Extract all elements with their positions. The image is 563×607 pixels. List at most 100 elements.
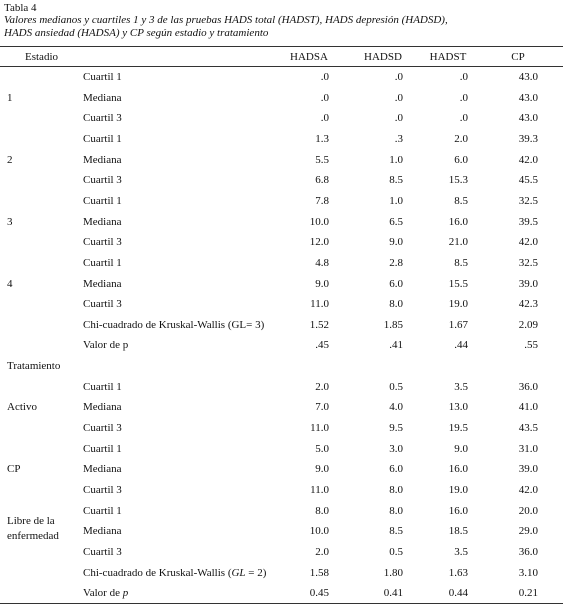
cell-value: 39.0 [518, 277, 538, 290]
cell-value: 9.5 [389, 422, 403, 435]
cell-value: 9.0 [315, 463, 329, 476]
cell-value: .0 [394, 71, 403, 83]
cell-value: 8.5 [454, 256, 468, 269]
cell-value: 43.5 [518, 422, 538, 435]
row-label: Cuartil 1 [83, 504, 122, 517]
cell-value: 11.0 [310, 298, 329, 311]
cell-value: .0 [394, 91, 403, 104]
cell-value: 6.5 [389, 215, 403, 228]
cell-value: 15.5 [448, 277, 468, 290]
row-label: Mediana [83, 91, 122, 104]
column-header: HADST [429, 51, 467, 63]
title: Tabla 4 [4, 2, 37, 14]
cell-value: 8.5 [389, 174, 403, 187]
row-label: Valor de p [83, 587, 128, 600]
cell-value: 8.0 [389, 504, 403, 517]
cell-value: 0.45 [309, 587, 329, 600]
label-part: Valor de [83, 587, 123, 600]
cell-value: 4.0 [389, 401, 403, 414]
row-label: Cuartil 3 [83, 545, 122, 558]
label-part: Chi-cuadrado de Kruskal-Wallis ( [83, 566, 232, 579]
cell-value: .55 [524, 339, 538, 352]
row-label: Chi-cuadrado de Kruskal-Wallis (GL = 2) [83, 567, 266, 580]
cell-value: 8.0 [389, 298, 403, 311]
cell-value: 8.5 [389, 525, 403, 538]
row-label: Cuartil 1 [83, 71, 122, 83]
cell-value: 36.0 [518, 380, 538, 393]
cell-value: .3 [394, 132, 403, 145]
cell-value: 8.0 [389, 484, 403, 496]
row-label: Cuartil 1 [83, 380, 122, 393]
cell-value: 2.0 [315, 380, 329, 393]
cell-value: 39.5 [518, 215, 538, 228]
label-part: p [122, 587, 129, 600]
cell-value: 43.0 [518, 91, 538, 104]
cell-value: .0 [459, 112, 468, 125]
row-label: Mediana [83, 401, 122, 414]
cell-value: 20.0 [518, 504, 538, 517]
row-label: Valor de p [83, 339, 129, 352]
cell-value: 9.0 [389, 236, 403, 249]
stage-label: 2 [7, 153, 13, 166]
cell-value: 6.8 [315, 174, 329, 187]
row-label: Cuartil 3 [83, 112, 122, 125]
row-label: Cuartil 1 [83, 194, 122, 207]
cell-value: 42.3 [518, 298, 538, 311]
column-header: HADSA [290, 51, 328, 63]
cell-value: 4.8 [315, 256, 329, 269]
cell-value: 1.52 [309, 318, 329, 331]
column-header: HADSD [364, 51, 402, 63]
cell-value: 16.0 [448, 504, 468, 517]
label-part: = 2) [245, 566, 267, 579]
cell-value: 8.5 [454, 194, 468, 207]
cell-value: 32.5 [518, 194, 538, 207]
row-label: Mediana [83, 463, 122, 476]
cell-value: 16.0 [448, 215, 468, 228]
cell-value: 32.5 [518, 256, 538, 269]
label-part: GL [231, 566, 246, 579]
cell-value: 6.0 [389, 277, 403, 290]
cell-value: 3.5 [454, 380, 468, 393]
cell-value: .41 [389, 339, 403, 352]
cell-value: 3.10 [518, 566, 538, 579]
cell-value: 21.0 [448, 236, 468, 249]
row-label: Cuartil 1 [83, 132, 122, 145]
stage-label: Libre de la enfermedad [7, 514, 59, 542]
cell-value: 1.0 [389, 153, 403, 166]
cell-value: 1.85 [383, 318, 403, 331]
cell-value: 1.0 [389, 194, 403, 207]
cell-value: 3.0 [389, 442, 403, 455]
row-label: Cuartil 3 [83, 236, 122, 249]
row-label: Cuartil 1 [83, 256, 122, 269]
cell-value: 16.0 [448, 463, 468, 476]
rule [0, 603, 563, 604]
cell-value: 18.5 [448, 525, 468, 538]
cell-value: 15.3 [448, 174, 468, 187]
cell-value: .0 [394, 112, 403, 125]
stage-label: 3 [7, 215, 13, 228]
row-label: Chi-cuadrado de Kruskal-Wallis (GL= 3) [83, 318, 265, 331]
cell-value: .0 [320, 91, 329, 104]
cell-value: 2.8 [389, 256, 403, 269]
cell-value: 6.0 [454, 153, 468, 166]
cell-value: 1.3 [315, 132, 329, 145]
cell-value: 2.0 [315, 545, 329, 558]
cell-value: 19.0 [448, 298, 468, 311]
cell-value: 31.0 [518, 442, 538, 455]
rule [0, 66, 563, 67]
row-label: Cuartil 3 [83, 174, 122, 187]
cell-value: 41.0 [518, 401, 538, 414]
cell-value: 10.0 [309, 525, 329, 538]
cell-value: 1.58 [309, 566, 329, 579]
stage-label: 1 [7, 91, 13, 104]
row-label: Cuartil 3 [83, 484, 122, 496]
cell-value: .0 [459, 91, 468, 104]
row-label: Mediana [83, 215, 122, 228]
cell-value: 10.0 [309, 215, 329, 228]
row-label: Cuartil 1 [83, 442, 122, 455]
cell-value: 5.5 [315, 153, 329, 166]
cell-value: 2.09 [518, 318, 538, 331]
cell-value: 43.0 [518, 71, 538, 83]
cell-value: 0.21 [518, 587, 538, 600]
